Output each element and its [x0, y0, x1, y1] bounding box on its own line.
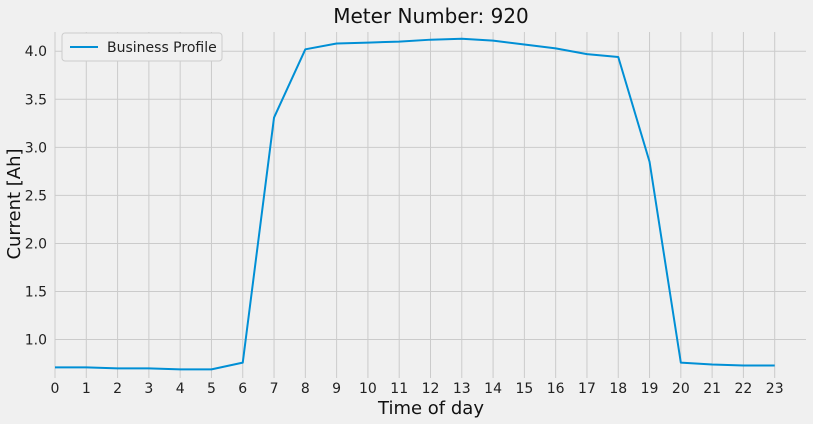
x-tick-label: 18 [609, 381, 627, 397]
series-line [55, 37, 775, 371]
x-tick-label: 5 [207, 381, 216, 397]
x-tick-label: 0 [51, 381, 60, 397]
legend: Business Profile [61, 32, 223, 62]
x-tick-label: 2 [113, 381, 122, 397]
x-tick-label: 11 [390, 381, 408, 397]
x-tick-label: 21 [703, 381, 721, 397]
x-tick-label: 16 [547, 381, 565, 397]
x-tick-label: 10 [359, 381, 377, 397]
y-tick-label: 3.5 [25, 92, 47, 108]
x-tick-label: 17 [578, 381, 596, 397]
x-tick-label: 9 [332, 381, 341, 397]
y-tick-label: 3.0 [25, 140, 47, 156]
grid [54, 32, 806, 378]
chart-title: Meter Number: 920 [333, 4, 529, 28]
x-tick-label: 8 [301, 381, 310, 397]
y-axis-label: Current [Ah] [4, 148, 25, 259]
x-tick-label: 19 [641, 381, 659, 397]
x-tick-label: 7 [270, 381, 279, 397]
x-tick-labels: 0 1 2 3 4 5 6 7 8 9 10 11 12 13 14 15 16 17 18 19 20 21 22 23 [51, 381, 784, 397]
x-tick-label: 20 [672, 381, 690, 397]
x-tick-label: 15 [515, 381, 533, 397]
x-axis-label: Time of day [377, 398, 484, 419]
x-tick-label: 23 [766, 381, 784, 397]
y-tick-label: 2.0 [25, 236, 47, 252]
x-tick-label: 22 [735, 381, 753, 397]
x-tick-label: 12 [422, 381, 440, 397]
y-tick-labels: 1.0 1.5 2.0 2.5 3.0 3.5 4.0 [25, 44, 47, 348]
series-layer [55, 37, 775, 371]
x-tick-label: 1 [82, 381, 91, 397]
x-tick-label: 3 [144, 381, 153, 397]
x-tick-label: 13 [453, 381, 471, 397]
x-tick-label: 14 [484, 381, 502, 397]
y-tick-label: 1.0 [25, 333, 47, 349]
y-tick-label: 1.5 [25, 285, 47, 301]
legend-label: Business Profile [107, 40, 217, 56]
x-tick-label: 4 [176, 381, 185, 397]
y-tick-label: 2.5 [25, 188, 47, 204]
y-tick-label: 4.0 [25, 44, 47, 60]
x-tick-label: 6 [238, 381, 247, 397]
legend-box [61, 32, 223, 62]
